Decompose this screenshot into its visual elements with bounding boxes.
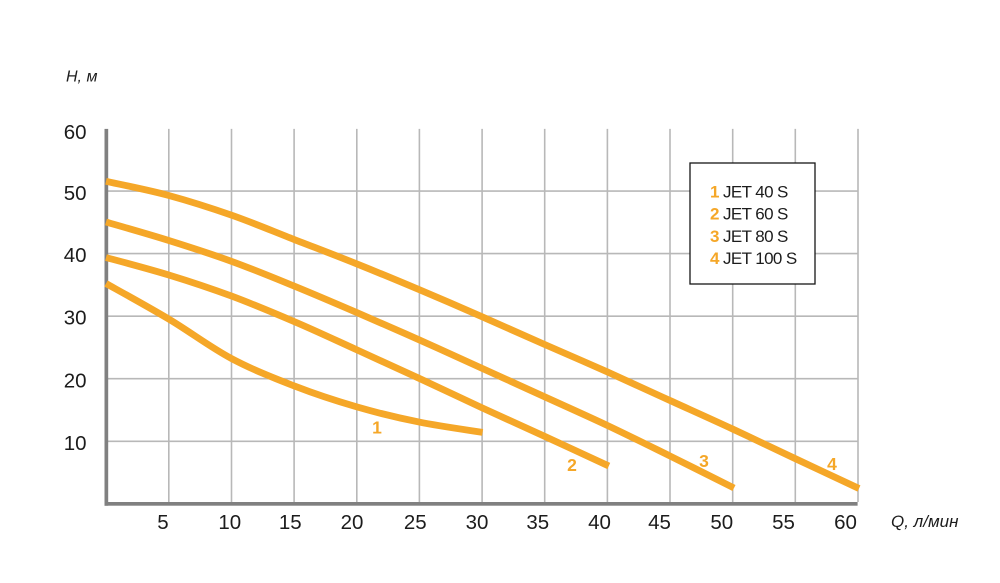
svg-text:60: 60 bbox=[64, 121, 87, 144]
svg-text:50: 50 bbox=[710, 511, 733, 534]
svg-text:30: 30 bbox=[64, 307, 87, 330]
svg-text:40: 40 bbox=[588, 511, 611, 534]
svg-text:40: 40 bbox=[64, 244, 87, 267]
svg-text:15: 15 bbox=[279, 511, 302, 534]
svg-text:20: 20 bbox=[341, 511, 364, 534]
svg-text:50: 50 bbox=[64, 182, 87, 205]
svg-text:55: 55 bbox=[772, 511, 795, 534]
svg-text:H, м: H, м bbox=[66, 69, 97, 86]
svg-text:Q, л/мин: Q, л/мин bbox=[891, 512, 959, 531]
svg-text:5: 5 bbox=[157, 511, 168, 534]
svg-text:2: 2 bbox=[567, 455, 577, 475]
svg-text:30: 30 bbox=[466, 511, 489, 534]
svg-text:10: 10 bbox=[64, 432, 87, 455]
svg-text:3 JET 80 S: 3 JET 80 S bbox=[710, 227, 788, 246]
svg-text:3: 3 bbox=[699, 451, 709, 471]
svg-text:1: 1 bbox=[372, 418, 382, 438]
svg-text:10: 10 bbox=[218, 511, 241, 534]
svg-text:1 JET 40 S: 1 JET 40 S bbox=[710, 182, 788, 201]
svg-text:20: 20 bbox=[64, 369, 87, 392]
svg-text:2 JET 60 S: 2 JET 60 S bbox=[710, 205, 788, 224]
svg-text:4: 4 bbox=[827, 454, 837, 474]
svg-text:35: 35 bbox=[526, 511, 549, 534]
svg-text:4 JET 100 S: 4 JET 100 S bbox=[710, 249, 797, 268]
svg-text:60: 60 bbox=[834, 511, 857, 534]
svg-text:25: 25 bbox=[404, 511, 427, 534]
svg-text:45: 45 bbox=[648, 511, 671, 534]
